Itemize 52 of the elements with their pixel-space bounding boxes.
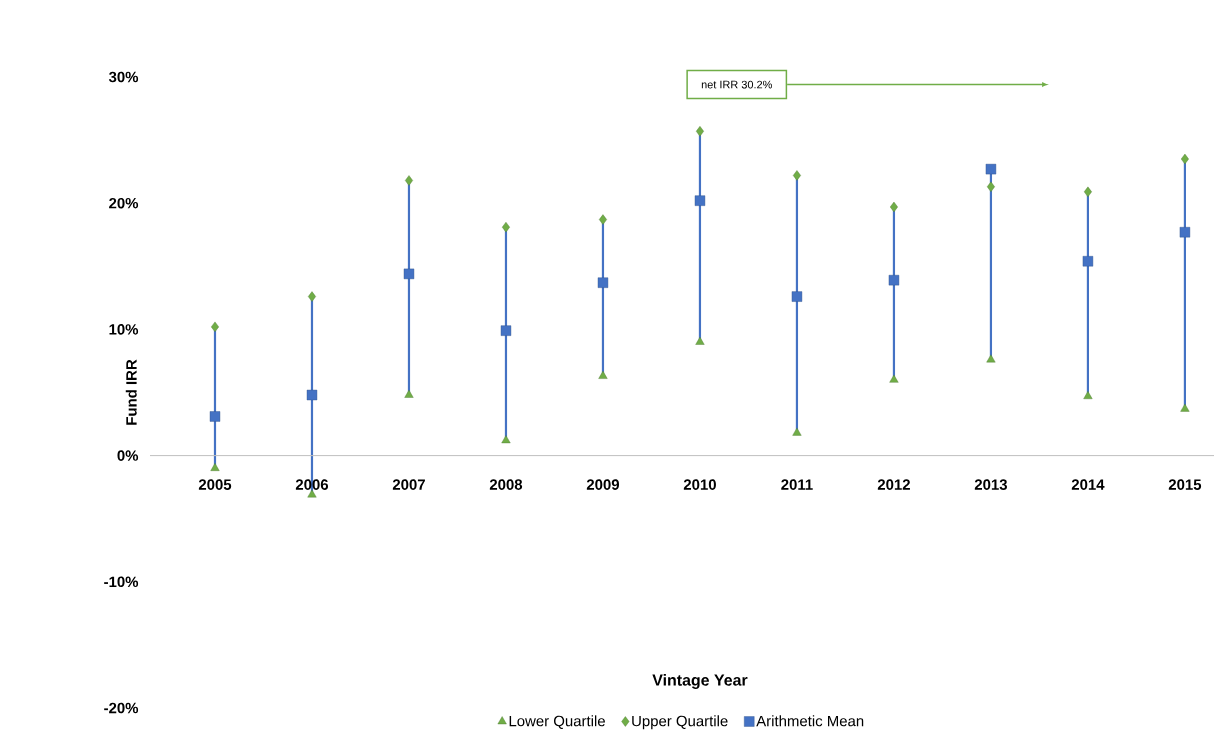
point (501, 435, 511, 444)
point (792, 427, 802, 436)
x-tick-label: 2005 (198, 479, 232, 490)
y-tick-label: 20% (109, 197, 139, 209)
y-tick-label: 10% (109, 324, 139, 335)
point (500, 325, 512, 336)
point (793, 170, 801, 181)
point (306, 389, 318, 401)
y-tick-label: 30% (108, 71, 139, 83)
point (694, 195, 706, 206)
point (1083, 186, 1092, 198)
point (985, 163, 997, 175)
annotation: net IRR 30.2% (701, 80, 772, 89)
point (695, 336, 705, 345)
legend-label: Upper Quartile (632, 715, 728, 730)
point (986, 354, 996, 363)
point (889, 374, 899, 383)
point (791, 291, 803, 302)
point (1180, 403, 1190, 412)
point (308, 291, 316, 302)
x-axis-title: Vintage Year (652, 674, 748, 689)
x-tick-label: 2009 (586, 479, 620, 490)
y-tick-label: -20% (104, 702, 139, 714)
point (502, 222, 510, 233)
y-axis-title: Fund IRR (125, 359, 137, 425)
point (405, 175, 413, 186)
x-tick-label: 2015 (1168, 479, 1202, 490)
x-tick-label: 2011 (781, 479, 813, 490)
point (597, 277, 609, 288)
x-tick-label: 2012 (877, 479, 910, 490)
x-tick-label: 2014 (1071, 479, 1105, 490)
point (599, 214, 607, 225)
point (209, 411, 221, 422)
point (210, 463, 220, 471)
x-tick-label: 2007 (392, 479, 425, 490)
point (987, 181, 995, 192)
y-tick-label: 0% (117, 450, 139, 461)
point (1179, 227, 1191, 238)
point (888, 275, 900, 286)
x-tick-label: 2008 (489, 479, 523, 490)
x-tick-label: 2010 (683, 479, 716, 490)
point (1180, 153, 1189, 165)
legend-label: Lower Quartile (509, 715, 605, 729)
point (1083, 391, 1093, 399)
x-tick-label: 2013 (974, 479, 1007, 490)
y-tick-label: -10% (104, 576, 139, 588)
point (696, 126, 704, 137)
point (598, 370, 608, 379)
point (1082, 256, 1094, 267)
point (404, 389, 414, 398)
legend-label: Arithmetic Mean (756, 715, 864, 727)
point (403, 268, 415, 280)
